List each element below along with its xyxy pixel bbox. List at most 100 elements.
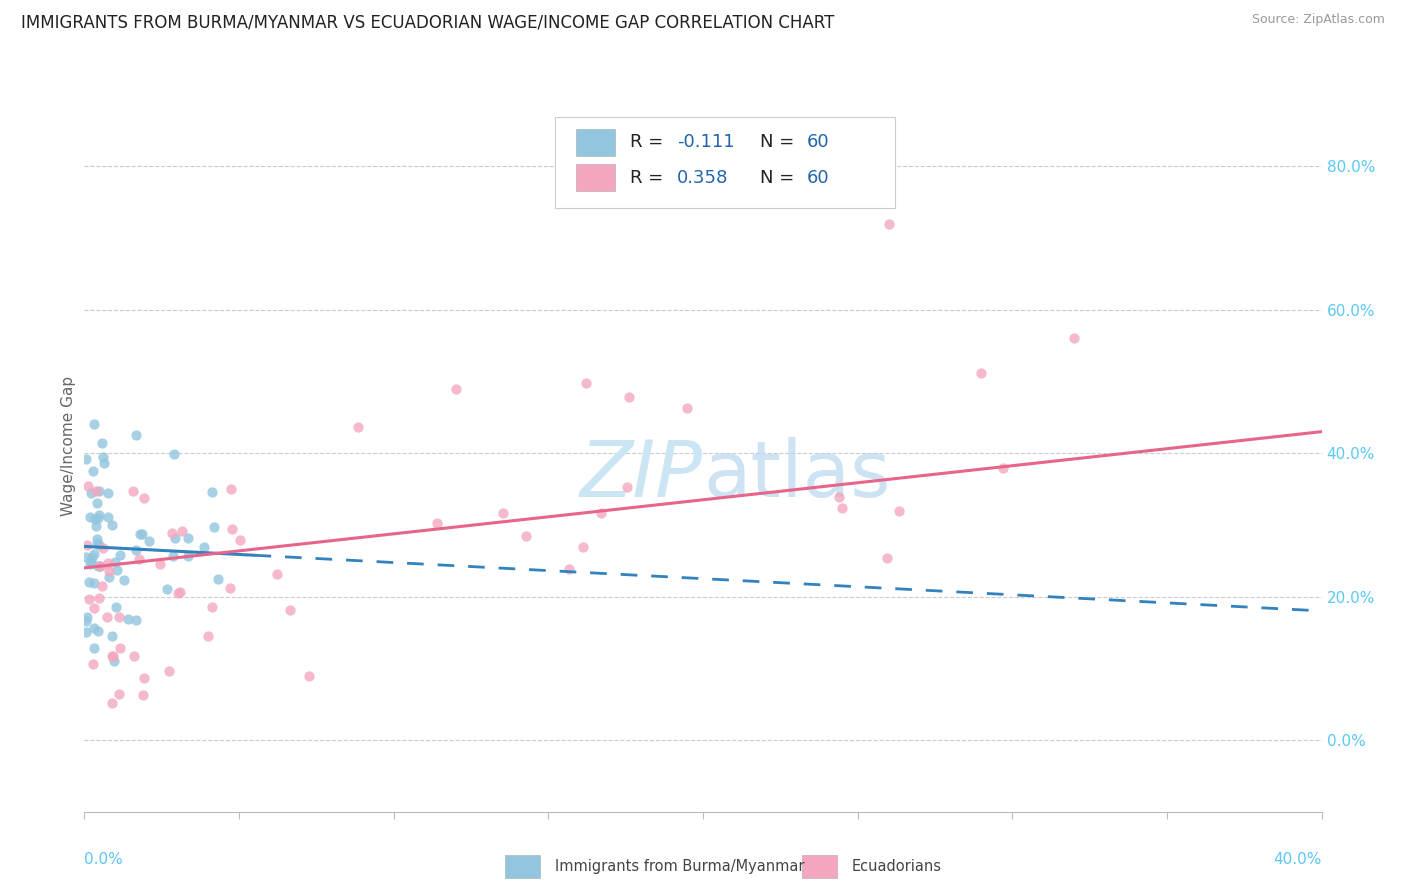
Point bbox=[75, 550, 97, 565]
Point bbox=[83, 547, 105, 561]
Point bbox=[77, 592, 100, 607]
Point bbox=[876, 551, 898, 566]
Point bbox=[82, 464, 104, 478]
Point bbox=[79, 557, 101, 571]
FancyBboxPatch shape bbox=[801, 855, 837, 879]
Point bbox=[492, 506, 515, 520]
Point bbox=[98, 564, 121, 578]
Point bbox=[162, 549, 184, 564]
Point bbox=[617, 390, 640, 404]
Point bbox=[76, 538, 98, 552]
Text: atlas: atlas bbox=[703, 437, 890, 513]
Point bbox=[89, 508, 111, 522]
Point bbox=[87, 484, 110, 499]
Point bbox=[82, 657, 104, 671]
Point bbox=[166, 586, 188, 600]
Point bbox=[91, 541, 114, 556]
Point bbox=[84, 484, 107, 499]
Point bbox=[515, 529, 537, 543]
Point bbox=[86, 536, 108, 550]
Point bbox=[83, 621, 105, 635]
Point bbox=[193, 540, 215, 554]
Point bbox=[86, 532, 108, 546]
Point bbox=[76, 610, 98, 624]
Point bbox=[84, 518, 107, 533]
Point bbox=[112, 573, 135, 587]
Point bbox=[101, 518, 124, 533]
Point bbox=[589, 506, 612, 520]
Point bbox=[86, 496, 108, 510]
Point bbox=[90, 436, 112, 450]
Point bbox=[93, 456, 115, 470]
Point bbox=[96, 610, 118, 624]
Point bbox=[129, 527, 152, 541]
Point bbox=[266, 566, 288, 581]
Point bbox=[101, 648, 124, 663]
Point bbox=[101, 649, 124, 664]
Point bbox=[831, 501, 853, 516]
Point bbox=[201, 600, 224, 615]
Point bbox=[108, 687, 131, 701]
Point bbox=[90, 579, 112, 593]
Point bbox=[970, 366, 993, 380]
Point bbox=[87, 591, 110, 606]
Point bbox=[97, 557, 120, 571]
Point bbox=[80, 486, 103, 500]
Point bbox=[124, 427, 146, 442]
Point bbox=[125, 542, 148, 557]
Text: 0.358: 0.358 bbox=[678, 169, 728, 186]
Point bbox=[121, 483, 143, 498]
Point bbox=[77, 479, 100, 493]
Point bbox=[202, 520, 225, 534]
Point bbox=[889, 504, 911, 518]
Point bbox=[105, 563, 128, 577]
Point bbox=[877, 217, 900, 231]
Point bbox=[86, 624, 108, 638]
Point bbox=[89, 538, 111, 552]
Point bbox=[676, 401, 699, 416]
Text: N =: N = bbox=[759, 134, 800, 152]
Point bbox=[571, 540, 593, 554]
Point bbox=[101, 629, 124, 643]
Point bbox=[197, 629, 219, 643]
Point bbox=[149, 557, 172, 571]
Point bbox=[87, 511, 110, 525]
Point bbox=[163, 447, 186, 461]
Point bbox=[122, 648, 145, 663]
Point bbox=[75, 614, 97, 628]
Point bbox=[103, 654, 125, 668]
Text: 0.0%: 0.0% bbox=[84, 852, 124, 867]
Point bbox=[89, 558, 111, 573]
Point bbox=[87, 558, 110, 573]
Point bbox=[83, 601, 105, 615]
Point bbox=[228, 533, 250, 548]
Point bbox=[125, 614, 148, 628]
Point bbox=[91, 450, 114, 464]
Point bbox=[97, 486, 120, 500]
Point bbox=[278, 602, 301, 616]
Point bbox=[221, 522, 243, 536]
Point bbox=[156, 582, 179, 596]
Point bbox=[169, 584, 191, 599]
Point bbox=[131, 527, 153, 541]
Point bbox=[201, 485, 224, 500]
Y-axis label: Wage/Income Gap: Wage/Income Gap bbox=[60, 376, 76, 516]
Point bbox=[83, 575, 105, 590]
Point bbox=[108, 548, 131, 562]
Text: Source: ZipAtlas.com: Source: ZipAtlas.com bbox=[1251, 13, 1385, 27]
Point bbox=[163, 531, 186, 545]
Point bbox=[110, 640, 132, 655]
Text: Immigrants from Burma/Myanmar: Immigrants from Burma/Myanmar bbox=[554, 859, 804, 874]
Text: 40.0%: 40.0% bbox=[1274, 852, 1322, 867]
Point bbox=[219, 483, 242, 497]
Text: IMMIGRANTS FROM BURMA/MYANMAR VS ECUADORIAN WAGE/INCOME GAP CORRELATION CHART: IMMIGRANTS FROM BURMA/MYANMAR VS ECUADOR… bbox=[21, 13, 835, 31]
Point bbox=[157, 664, 180, 678]
Text: R =: R = bbox=[630, 134, 669, 152]
FancyBboxPatch shape bbox=[575, 128, 616, 156]
Point bbox=[83, 512, 105, 526]
Point bbox=[128, 552, 150, 566]
Point bbox=[298, 669, 321, 683]
Point bbox=[83, 417, 105, 432]
Point bbox=[89, 558, 111, 573]
FancyBboxPatch shape bbox=[575, 163, 616, 192]
